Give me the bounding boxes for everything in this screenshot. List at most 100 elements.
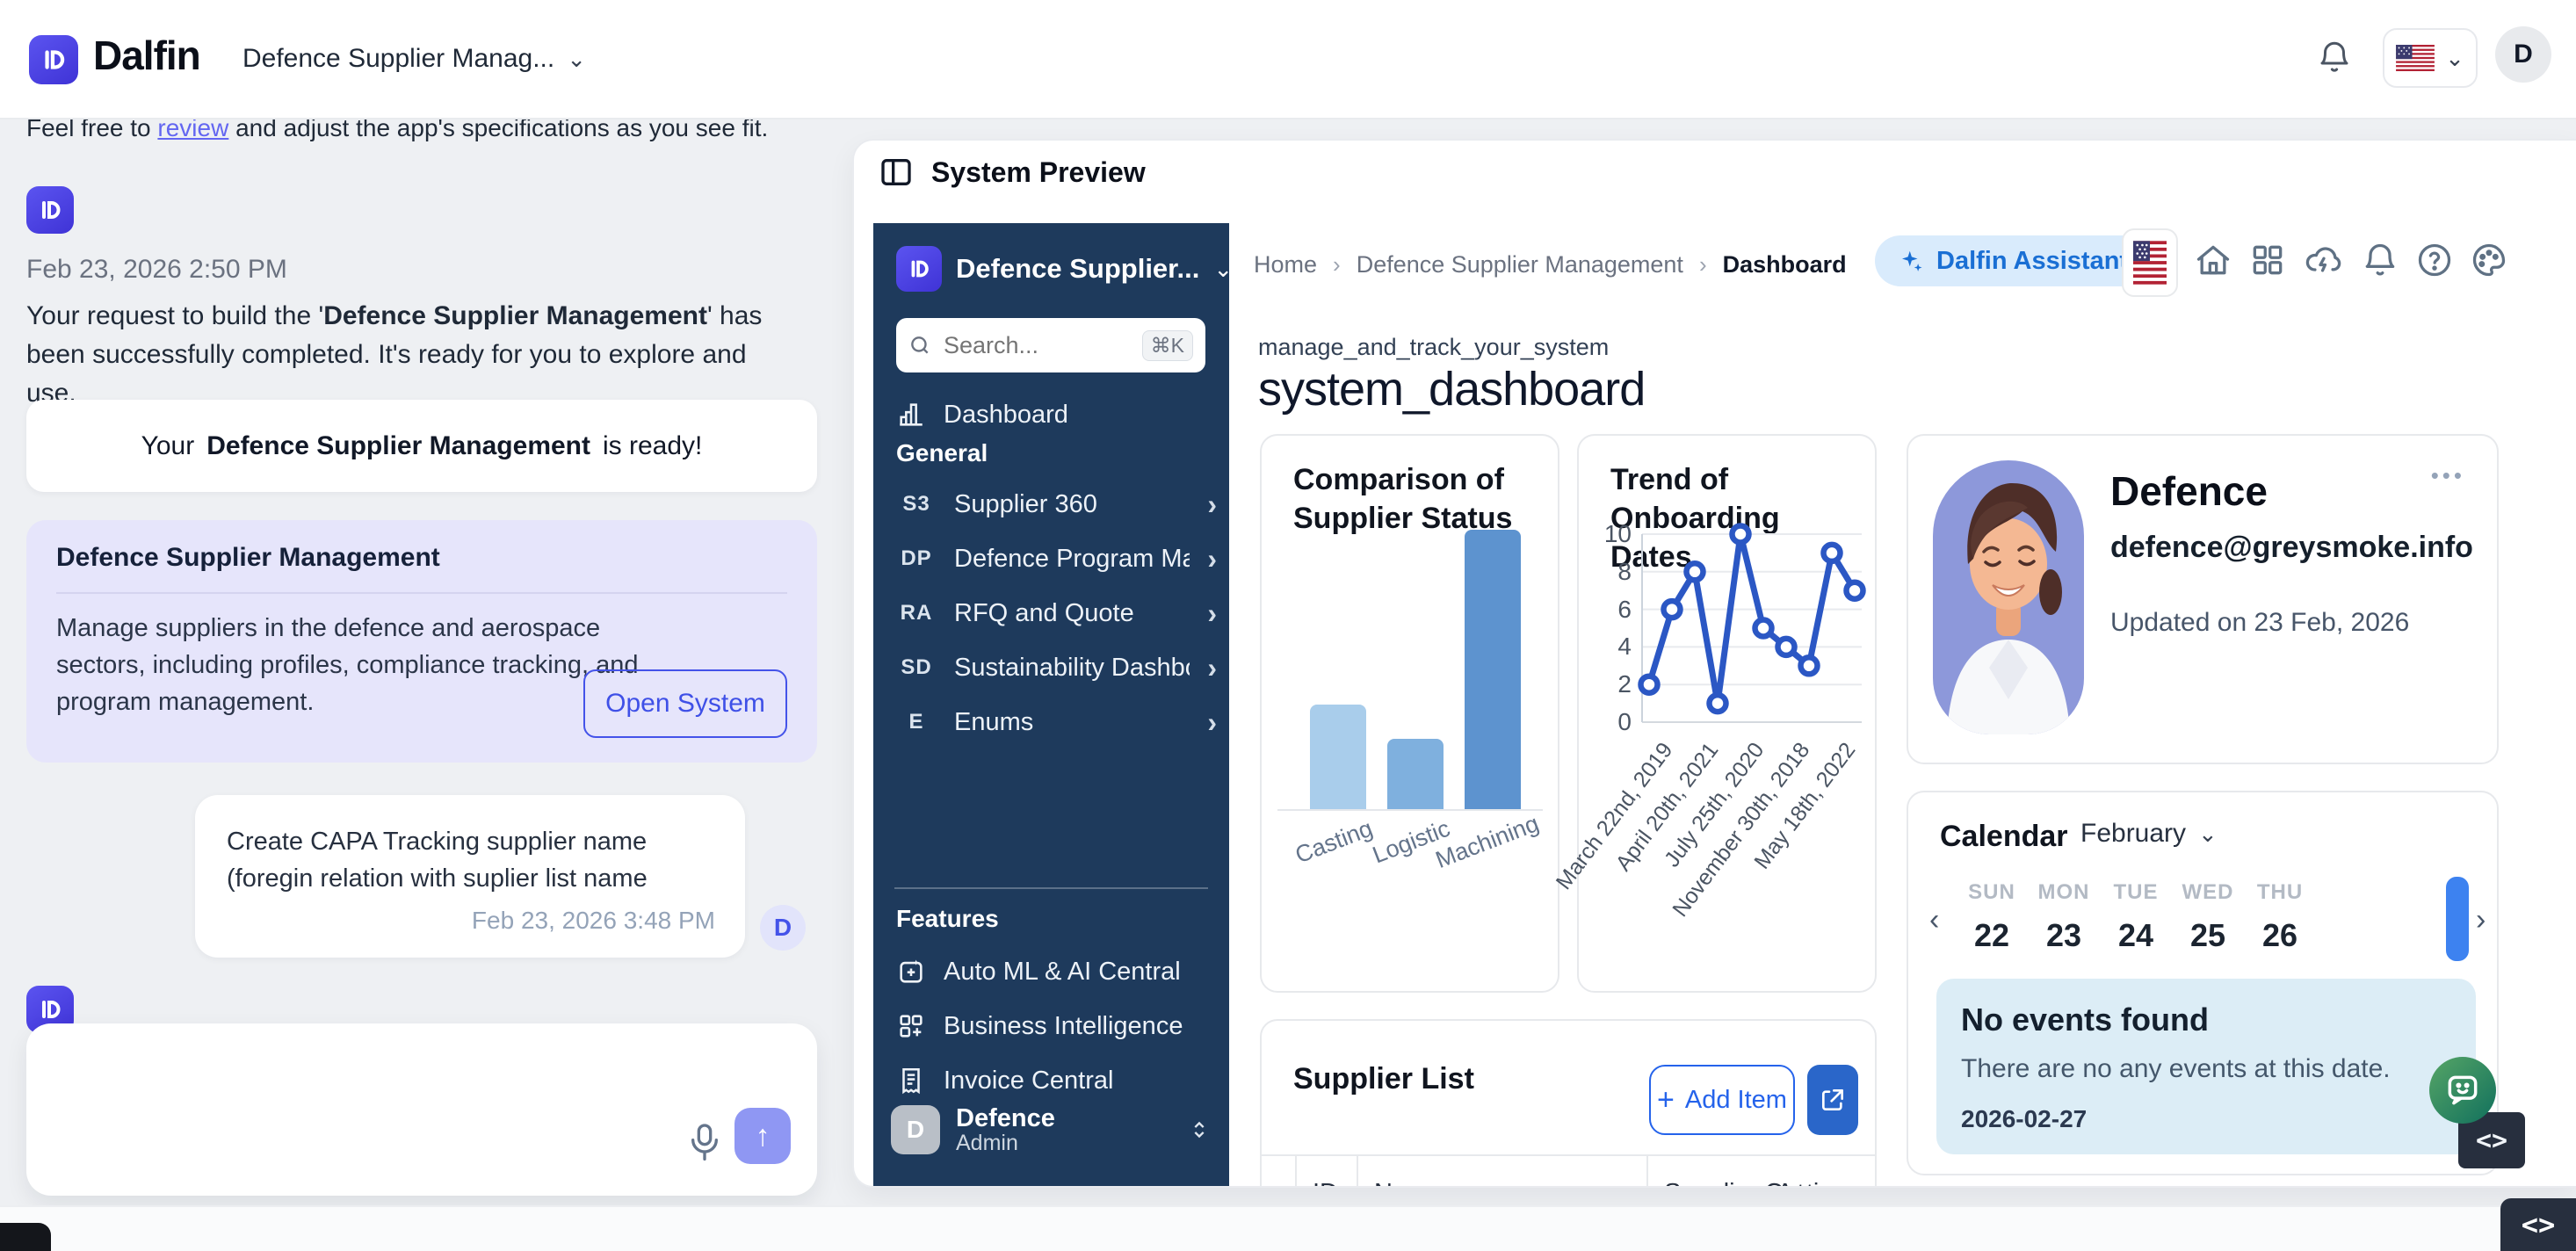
supplier-list-card: Supplier List + Add Item ID Name Supplie… bbox=[1260, 1019, 1877, 1186]
app-switcher-dropdown[interactable]: Defence Supplier Manag... ⌄ bbox=[242, 44, 586, 74]
external-link-icon bbox=[1822, 1089, 1843, 1110]
calendar-day[interactable]: WED 25 bbox=[2182, 880, 2234, 953]
more-menu-icon[interactable]: ••• bbox=[2430, 462, 2465, 488]
bot-avatar bbox=[26, 186, 74, 234]
y-tick-label: 4 bbox=[1617, 633, 1632, 661]
chevron-right-icon: › bbox=[1207, 597, 1217, 629]
profile-card: Defence defence@greysmoke.info Updated o… bbox=[1907, 434, 2499, 764]
user-message-bubble: Create CAPA Tracking supplier name (fore… bbox=[195, 795, 745, 958]
bar-chart-card: Comparison of Supplier Status Casting Log… bbox=[1260, 434, 1559, 993]
chevron-down-icon: ⌄ bbox=[2445, 44, 2464, 71]
sidebar-user-role: Admin bbox=[956, 1131, 1018, 1155]
calendar-prev-icon[interactable]: ‹ bbox=[1929, 903, 1940, 936]
chevron-down-icon[interactable]: ⌄ bbox=[1213, 255, 1234, 282]
sidebar-item-business-intelligence[interactable]: Business Intelligence bbox=[896, 1002, 1217, 1051]
sidebar-item-rfq-and-quote[interactable]: RA RFQ and Quote › bbox=[896, 589, 1217, 638]
code-view-button[interactable]: <> bbox=[2500, 1198, 2576, 1251]
chevron-down-icon: ⌄ bbox=[2198, 820, 2218, 847]
no-events-subtitle: There are no any events at this date. bbox=[1961, 1054, 2391, 1083]
breadcrumb-home[interactable]: Home bbox=[1254, 251, 1318, 278]
calendar-next-icon[interactable]: › bbox=[2476, 903, 2486, 936]
calendar-day[interactable]: THU 26 bbox=[2256, 880, 2304, 953]
sidebar-app-name[interactable]: Defence Supplier... bbox=[956, 253, 1200, 284]
sidebar-section-general: General bbox=[896, 439, 988, 466]
sidebar-search-input[interactable] bbox=[942, 330, 1132, 360]
y-tick-label: 2 bbox=[1617, 670, 1632, 698]
add-item-button[interactable]: + Add Item bbox=[1649, 1065, 1795, 1135]
calendar-card: Calendar February ⌄ ‹ SUN 22 MON 23 TUE 24 WED… bbox=[1907, 791, 2499, 1175]
page-title: system_dashboard bbox=[1258, 363, 1646, 416]
chat-message-input[interactable] bbox=[53, 1045, 619, 1117]
line-chart-title: Trend of Onboarding Dates bbox=[1610, 463, 1780, 574]
supplier-list-title: Supplier List bbox=[1293, 1062, 1474, 1096]
language-selector[interactable]: ⌄ bbox=[2383, 28, 2478, 88]
item-badge: DP bbox=[901, 546, 932, 570]
breadcrumb-current: Dashboard bbox=[1722, 251, 1847, 278]
sidebar-user-menu[interactable]: D Defence Admin bbox=[891, 1105, 1212, 1154]
invoice-icon bbox=[902, 1067, 920, 1095]
user-avatar[interactable]: D bbox=[2495, 26, 2551, 83]
bar-chart-title: Comparison of Supplier Status bbox=[1293, 463, 1513, 535]
microphone-icon[interactable] bbox=[682, 1118, 724, 1168]
column-header-name[interactable]: Name bbox=[1374, 1179, 1442, 1186]
sidebar-item-dashboard[interactable]: Dashboard bbox=[896, 390, 1217, 439]
system-preview-panel: System Preview Defence Supplier... ⌄ ⌘K … bbox=[852, 139, 2576, 1188]
bar-x-label: Casting bbox=[1292, 814, 1377, 869]
app-summary-card: Defence Supplier Management Manage suppl… bbox=[26, 520, 817, 763]
bar-casting bbox=[1310, 705, 1366, 809]
preview-language-selector[interactable] bbox=[2122, 228, 2178, 297]
profile-email: defence@greysmoke.info bbox=[2110, 531, 2473, 564]
calendar-month-dropdown[interactable]: February ⌄ bbox=[2080, 819, 2218, 848]
dalfin-assistant-button[interactable]: Dalfin Assistant bbox=[1875, 235, 2152, 286]
sidebar-item-invoice-central[interactable]: Invoice Central bbox=[896, 1056, 1217, 1105]
y-tick-label: 0 bbox=[1617, 708, 1632, 735]
apps-grid-icon[interactable] bbox=[2248, 241, 2287, 279]
y-tick-label: 8 bbox=[1617, 557, 1632, 585]
help-icon[interactable] bbox=[2415, 241, 2454, 279]
item-badge: E bbox=[908, 710, 924, 734]
auto-ml-icon bbox=[900, 959, 923, 983]
divider bbox=[894, 887, 1208, 889]
sidebar-item-auto-ml[interactable]: Auto ML & AI Central bbox=[896, 947, 1217, 996]
us-flag-icon bbox=[2396, 45, 2435, 71]
bot-message-timestamp: Feb 23, 2026 2:50 PM bbox=[26, 255, 287, 284]
sidebar-item-enums[interactable]: E Enums › bbox=[896, 698, 1217, 747]
support-chat-fab[interactable] bbox=[2429, 1057, 2496, 1124]
home-icon[interactable] bbox=[2194, 241, 2232, 279]
main-header: Dalfin Defence Supplier Manag... ⌄ ⌄ D bbox=[0, 0, 2576, 119]
bottom-bar bbox=[0, 1205, 2576, 1251]
calendar-day[interactable]: MON 23 bbox=[2037, 880, 2090, 953]
column-divider bbox=[1295, 1156, 1297, 1186]
us-flag-icon bbox=[2133, 241, 2167, 285]
open-system-button[interactable]: Open System bbox=[583, 669, 787, 738]
bar-x-label: Machining bbox=[1431, 809, 1543, 874]
notifications-bell-icon[interactable] bbox=[2316, 39, 2353, 76]
bell-icon[interactable] bbox=[2361, 241, 2399, 279]
cloud-lightning-icon[interactable] bbox=[2305, 241, 2343, 279]
selected-day-pill[interactable] bbox=[2446, 877, 2469, 961]
corner-decoration bbox=[0, 1223, 51, 1251]
divider bbox=[56, 592, 787, 594]
open-table-button[interactable] bbox=[1807, 1065, 1858, 1135]
breadcrumb-section[interactable]: Defence Supplier Management bbox=[1356, 251, 1683, 278]
bar-machining bbox=[1465, 530, 1521, 809]
sidebar-search[interactable]: ⌘K bbox=[896, 318, 1205, 372]
theme-palette-icon[interactable] bbox=[2470, 241, 2508, 279]
send-button[interactable]: ↑ bbox=[734, 1108, 791, 1164]
sparkles-icon bbox=[1902, 250, 1922, 271]
user-chat-avatar: D bbox=[760, 905, 806, 951]
sidebar-item-supplier-360[interactable]: S3 Supplier 360 › bbox=[896, 480, 1217, 529]
dalfin-logo-icon bbox=[29, 35, 78, 84]
calendar-day[interactable]: SUN 22 bbox=[1968, 880, 2015, 953]
calendar-day[interactable]: TUE 24 bbox=[2113, 880, 2159, 953]
column-header-supplier-cat[interactable]: Supplier Cat bbox=[1664, 1179, 1805, 1186]
profile-avatar-illustration bbox=[1933, 460, 2084, 734]
column-header-id[interactable]: ID bbox=[1313, 1179, 1338, 1186]
chat-panel: Feel free to review and adjust the app's… bbox=[0, 114, 889, 1205]
preview-main: Home › Defence Supplier Management › Das… bbox=[1229, 223, 2576, 1186]
column-header-actions: Actions bbox=[1776, 1179, 1860, 1186]
chevron-right-icon: › bbox=[1698, 251, 1707, 278]
